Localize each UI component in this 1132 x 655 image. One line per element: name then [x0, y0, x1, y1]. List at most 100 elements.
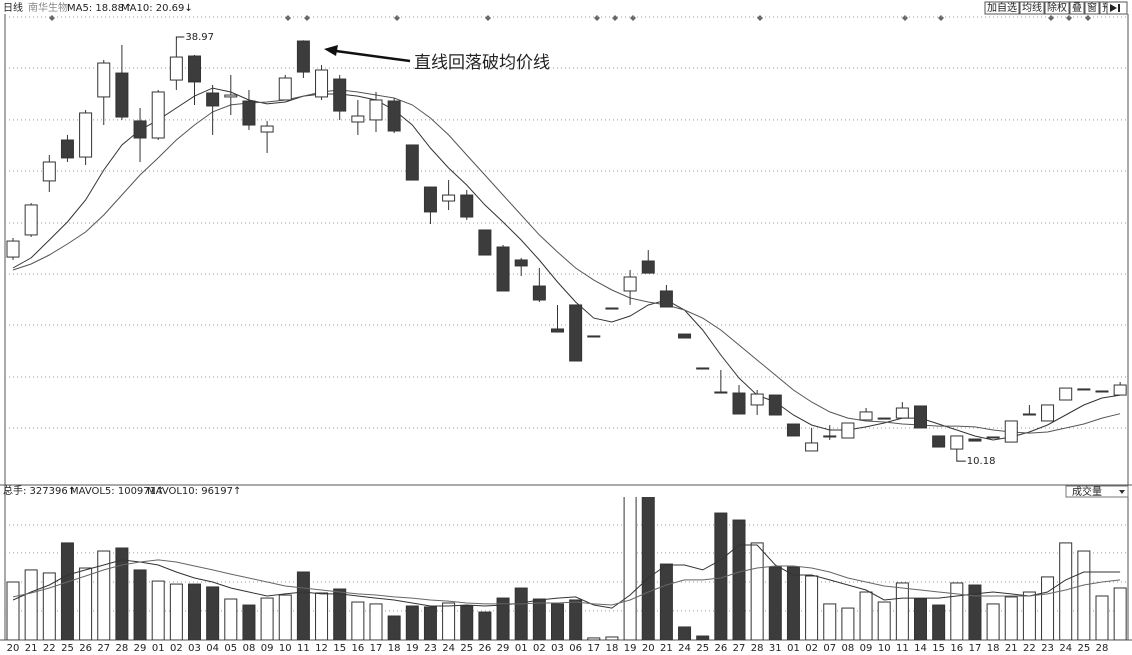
toolbar-button[interactable]: [1084, 1, 1100, 15]
volume-bar: [315, 592, 329, 640]
x-tick-label: 26: [714, 643, 727, 654]
candle-body: [859, 411, 873, 421]
x-tick-label: 10: [878, 643, 891, 654]
toolbar-end-button[interactable]: [1106, 1, 1128, 15]
event-marker: [49, 15, 55, 21]
x-tick-label: 27: [733, 643, 746, 654]
max-label: 38.97: [185, 32, 214, 43]
candle-body: [786, 423, 800, 437]
volume-bar: [224, 598, 238, 640]
volume-bar: [79, 567, 93, 640]
volume-bar: [423, 606, 437, 640]
x-tick-label: 03: [551, 643, 564, 654]
toolbar: 加自选均线除权叠窗预测: [984, 1, 1125, 15]
candle-body: [133, 120, 147, 139]
x-tick-label: 20: [642, 643, 655, 654]
x-tick-label: 07: [823, 643, 836, 654]
candle-body: [442, 194, 456, 202]
candle-body: [79, 112, 93, 158]
x-tick-label: 26: [79, 643, 92, 654]
event-markers: [49, 15, 1091, 21]
x-tick-label: 06: [569, 643, 582, 654]
ma-line: [12, 89, 1121, 434]
volume-bar: [895, 582, 909, 640]
x-tick-label: 16: [950, 643, 963, 654]
candle-body: [24, 204, 38, 236]
volume-bar: [97, 550, 111, 640]
toolbar-button[interactable]: [984, 1, 1020, 15]
toolbar-button[interactable]: [1069, 1, 1085, 15]
x-tick-label: 25: [696, 643, 709, 654]
toolbar-label[interactable]: 均线: [1022, 1, 1042, 14]
volume-bars: [6, 497, 1127, 640]
toolbar-label[interactable]: 叠: [1072, 2, 1082, 14]
volume-bar: [659, 563, 673, 640]
volume-bar: [841, 607, 855, 640]
x-tick-label: 21: [660, 643, 673, 654]
volume-bar: [351, 601, 365, 640]
candle-body: [968, 438, 982, 442]
candle-body: [605, 307, 619, 310]
x-tick-label: 08: [842, 643, 855, 654]
toolbar-label[interactable]: 除权: [1047, 1, 1067, 14]
candle-body: [115, 72, 129, 118]
x-tick-label: 01: [515, 643, 528, 654]
candle-body: [678, 333, 692, 339]
volume-bar: [1004, 596, 1018, 640]
x-tick-label: 15: [333, 643, 346, 654]
x-tick-label: 09: [860, 643, 873, 654]
volume-bar: [296, 571, 310, 640]
x-tick-label: 16: [351, 643, 364, 654]
candle-body: [1095, 390, 1109, 393]
x-tick-label: 03: [188, 643, 201, 654]
candle-body: [333, 78, 347, 112]
x-tick-label: 22: [43, 643, 56, 654]
candle-body: [60, 139, 74, 159]
candle-body: [296, 40, 310, 73]
annotation-text: 直线回落破均价线: [414, 53, 550, 73]
annotation: 直线回落破均价线: [324, 45, 550, 73]
candle-body: [1113, 384, 1127, 396]
candle-body: [496, 246, 510, 292]
candle-body: [1077, 388, 1091, 391]
x-tick-label: 12: [315, 643, 328, 654]
event-marker: [394, 15, 400, 21]
x-tick-label: 11: [297, 643, 310, 654]
toolbar-button[interactable]: [1019, 1, 1045, 15]
candle-body: [587, 335, 601, 338]
candle-body: [1022, 413, 1036, 416]
header: 日线 南华生物 MA5: 18.88↑ MA10: 20.69↓: [3, 1, 193, 14]
volume-bar: [405, 605, 419, 640]
volume-bar: [442, 602, 456, 640]
event-marker: [304, 15, 310, 21]
event-marker: [285, 15, 291, 21]
mavol10-label: MAVOL10: 96197↑: [147, 486, 241, 497]
selector-frame[interactable]: [1065, 485, 1129, 498]
event-marker: [630, 15, 636, 21]
event-marker: [938, 15, 944, 21]
toolbar-button[interactable]: [1044, 1, 1070, 15]
candle-body: [514, 259, 528, 267]
volume-bar: [968, 584, 982, 640]
volume-bar: [369, 603, 383, 640]
candle-body: [895, 407, 909, 419]
volume-bar: [188, 583, 201, 640]
candle-body: [823, 435, 837, 438]
x-tick-label: 02: [533, 643, 546, 654]
indicator-selector[interactable]: 成交量: [1065, 485, 1129, 498]
toolbar-label[interactable]: 加自选: [987, 1, 1017, 14]
x-tick-label: 11: [896, 643, 909, 654]
volume-lines: [12, 544, 1121, 609]
x-tick-label: 09: [261, 643, 274, 654]
event-marker: [757, 15, 763, 21]
candle-body: [532, 285, 546, 301]
volume-bar: [750, 542, 764, 640]
toolbar-label[interactable]: 窗: [1087, 1, 1097, 14]
x-tick-label: 29: [134, 643, 147, 654]
selector-text[interactable]: 成交量: [1072, 485, 1102, 498]
candle-body: [714, 391, 728, 394]
ma5-label: MA5: 18.88↑: [67, 3, 132, 14]
x-tick-label: 18: [388, 643, 401, 654]
candle-body: [151, 91, 165, 139]
